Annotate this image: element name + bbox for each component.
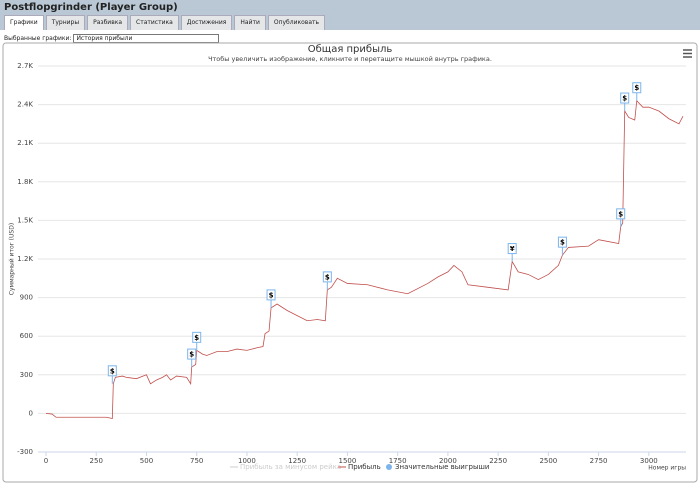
x-axis-label: Номер игры <box>648 465 686 472</box>
x-tick-label: 2250 <box>489 457 507 465</box>
x-tick-label: 500 <box>140 457 153 465</box>
flag-box <box>107 365 117 377</box>
flag: $ <box>632 82 642 101</box>
x-tick-label: 750 <box>190 457 203 465</box>
flag-box <box>632 82 642 94</box>
y-tick-label: 1.5K <box>17 216 33 224</box>
tab[interactable]: Разбивка <box>87 15 129 30</box>
chart-subtitle: Чтобы увеличить изображение, кликните и … <box>208 55 492 63</box>
x-tick-label: 1500 <box>338 457 356 465</box>
x-tick-label: 250 <box>90 457 103 465</box>
flag: $ <box>187 348 197 368</box>
tab[interactable]: Статистика <box>130 15 179 30</box>
flag-box <box>507 243 517 255</box>
x-tick-label: 2000 <box>439 457 457 465</box>
tab[interactable]: Графики <box>4 15 44 30</box>
flag: ¥ <box>507 243 517 262</box>
y-tick-label: 300 <box>20 371 33 379</box>
flag: $ <box>107 365 117 384</box>
y-tick-label: 0 <box>29 409 33 417</box>
flag-box <box>620 92 630 104</box>
flag: $ <box>557 236 567 256</box>
flag: $ <box>322 271 332 290</box>
flag-label: $ <box>269 291 274 299</box>
tab[interactable]: Опубликовать <box>267 15 326 30</box>
y-tick-label: 900 <box>20 294 33 302</box>
flag-label: $ <box>194 334 199 342</box>
tab[interactable]: Найти <box>234 15 266 30</box>
chart-frame <box>2 42 698 483</box>
flag-label: ¥ <box>510 245 515 253</box>
legend-item: Значительные выигрыши <box>395 463 489 471</box>
flag: $ <box>192 331 202 351</box>
y-tick-label: -300 <box>17 448 33 456</box>
legend-symbol <box>386 464 392 470</box>
flag-label: $ <box>560 239 565 247</box>
y-tick-label: 1.2K <box>17 255 33 263</box>
flag: $ <box>616 208 626 227</box>
tabs: Графики Турниры Разбивка Статистика Достижен… <box>4 15 326 30</box>
flag-box <box>557 236 567 248</box>
x-tick-label: 2750 <box>590 457 608 465</box>
flag-box <box>266 289 276 301</box>
menu-icon[interactable] <box>683 49 692 58</box>
y-tick-label: 2.1K <box>17 139 33 147</box>
flag-label: $ <box>189 351 194 359</box>
y-tick-label: 2.7K <box>17 62 33 70</box>
flag: $ <box>266 289 276 308</box>
legend-item: Прибыль <box>348 463 381 471</box>
y-tick-label: 2.4K <box>17 101 33 109</box>
selector-label: Выбранные графики: <box>4 35 72 42</box>
legend-item: Прибыль за минусом рейка <box>240 463 341 471</box>
tab[interactable]: Турниры <box>45 15 86 30</box>
x-tick-label: 3000 <box>640 457 658 465</box>
flag-label: $ <box>618 210 623 218</box>
flag-label: $ <box>325 273 330 281</box>
x-tick-label: 1250 <box>288 457 306 465</box>
y-axis-label: Суммарный итог (USD) <box>9 223 16 295</box>
flag-box <box>322 271 332 283</box>
y-tick-label: 600 <box>20 332 33 340</box>
flag-box <box>616 208 626 220</box>
tab[interactable]: Достижения <box>180 15 233 30</box>
header-title: Postflopgrinder (Player Group) <box>4 2 178 13</box>
flag-label: $ <box>634 84 639 92</box>
flag-box <box>192 331 202 343</box>
flag-label: $ <box>622 95 627 103</box>
x-tick-label: 2500 <box>539 457 557 465</box>
x-tick-label: 1000 <box>238 457 256 465</box>
chart-title: Общая прибыль <box>308 44 393 55</box>
flag-box <box>187 348 197 360</box>
x-tick-label: 0 <box>44 457 48 465</box>
y-tick-label: 1.8K <box>17 178 33 186</box>
profit-line <box>45 99 684 420</box>
flag: $ <box>620 92 630 112</box>
flag-label: $ <box>110 367 115 375</box>
x-tick-label: 1750 <box>389 457 407 465</box>
